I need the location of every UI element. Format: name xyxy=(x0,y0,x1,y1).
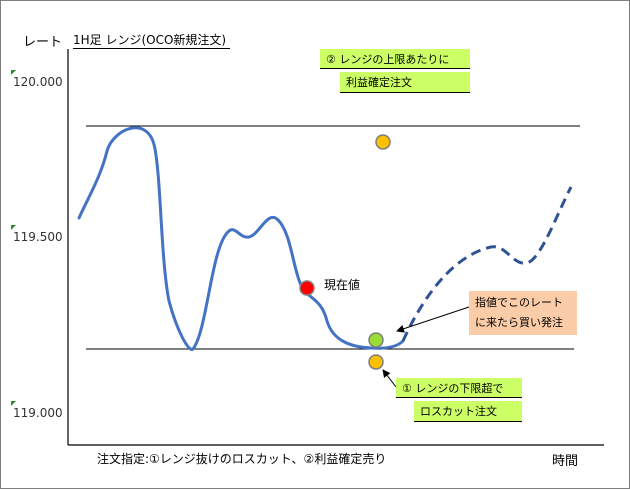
take-profit-text-2: 利益確定注文 xyxy=(346,76,412,89)
y-tick-label: 120.000 xyxy=(13,75,63,89)
tick-marker xyxy=(11,70,16,75)
y-tick-label: 119.000 xyxy=(13,406,63,420)
buy-order-callout: 指値でこのレート に来たら買い発注 xyxy=(469,291,577,335)
current-price-dot xyxy=(299,280,315,296)
take-profit-dot xyxy=(375,134,391,150)
stop-arrow xyxy=(382,369,397,388)
take-profit-text-1: ② レンジの上限あたりに xyxy=(326,52,450,66)
price-line xyxy=(77,126,405,351)
stop-loss-text-1: ① レンジの下限超で xyxy=(402,381,504,395)
stop-loss-dot xyxy=(368,354,384,370)
current-price-label: 現在値 xyxy=(324,278,361,292)
order-note: 注文指定:①レンジ抜けのロスカット、②利益確定売り xyxy=(97,452,387,466)
stop-loss-text-2: ロスカット注文 xyxy=(420,405,497,418)
rate-axis-label: レート xyxy=(23,35,63,50)
tick-marker xyxy=(11,401,16,406)
x-axis-label: 時間 xyxy=(552,454,579,469)
tick-marker xyxy=(11,225,16,230)
buy-order-text-1: 指値でこのレート xyxy=(475,296,563,309)
buy-arrow xyxy=(396,306,470,333)
forecast-line xyxy=(401,186,573,342)
chart-title: 1H足 レンジ(OCO新規注文) xyxy=(73,31,231,49)
take-profit-callout-line2: 利益確定注文 xyxy=(340,72,470,93)
buy-order-text-2: に来たら買い発注 xyxy=(475,316,563,329)
take-profit-callout-line1: ② レンジの上限あたりに xyxy=(320,49,470,69)
y-tick-label: 119.500 xyxy=(13,230,63,244)
buy-entry-dot xyxy=(368,332,384,348)
stop-loss-callout-line2: ロスカット注文 xyxy=(414,401,522,422)
stop-loss-callout-line1: ① レンジの下限超で xyxy=(396,378,522,398)
